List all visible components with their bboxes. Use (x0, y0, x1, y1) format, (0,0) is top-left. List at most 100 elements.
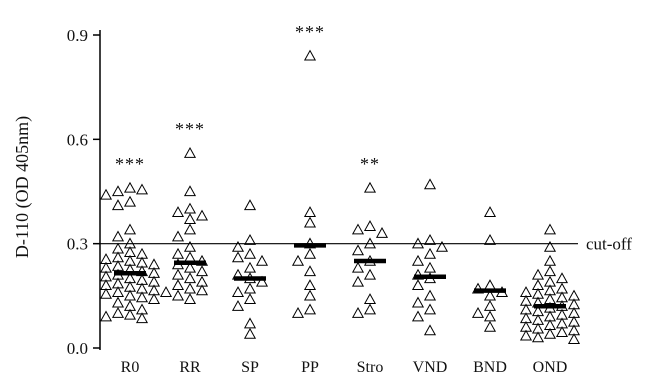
significance-label: ** (360, 154, 380, 174)
x-category-label: PP (301, 359, 319, 376)
data-point-triangle (555, 272, 569, 284)
data-point-triangle (411, 310, 425, 322)
data-point-triangle (171, 247, 185, 259)
data-point-triangle (483, 310, 497, 322)
data-point-triangle (255, 275, 269, 287)
data-point-triangle (171, 289, 185, 301)
data-point-triangle (363, 303, 377, 315)
data-point-triangle (483, 233, 497, 245)
data-point-triangle (111, 230, 125, 242)
data-point-triangle (183, 293, 197, 304)
significance-label: *** (175, 119, 205, 139)
data-point-triangle (171, 268, 185, 280)
data-point-triangle (303, 216, 317, 228)
data-point-triangle (303, 265, 317, 277)
data-point-triangle (519, 329, 533, 341)
data-point-triangle (123, 181, 137, 193)
data-point-triangle (471, 282, 485, 294)
category-labels: R0 RR SP PP Stro VND BND OND (121, 359, 568, 376)
x-category-label: OND (533, 359, 568, 376)
data-point-triangle (567, 333, 581, 344)
data-point-triangle (423, 289, 437, 301)
significance-label: *** (115, 154, 145, 174)
data-point-triangle (363, 181, 377, 193)
data-point-triangle (351, 223, 365, 235)
data-point-triangle (555, 326, 569, 338)
data-point-triangle (183, 202, 197, 214)
y-tick-label: 0.3 (67, 235, 88, 254)
data-point-triangle (303, 206, 317, 218)
data-point-triangle (243, 261, 257, 273)
data-point-triangle (195, 265, 209, 277)
y-ticks: 0.0 0.3 0.6 0.9 (67, 26, 100, 358)
data-point-triangle (183, 213, 197, 224)
data-points (99, 49, 581, 344)
data-point-triangle (411, 254, 425, 266)
data-point-triangle (135, 183, 149, 195)
data-point-triangle (183, 251, 197, 263)
data-point-triangle (195, 254, 209, 266)
significance-labels: *********** (115, 22, 380, 174)
data-point-triangle (531, 268, 545, 280)
data-point-triangle (111, 306, 125, 318)
data-point-triangle (303, 279, 317, 291)
data-point-triangle (351, 261, 365, 273)
data-point-triangle (483, 300, 497, 311)
data-point-triangle (411, 279, 425, 291)
x-category-label: BND (473, 359, 507, 376)
data-point-triangle (147, 293, 161, 304)
data-point-triangle (435, 240, 449, 252)
data-point-triangle (363, 268, 377, 280)
data-point-triangle (123, 223, 137, 235)
data-point-triangle (123, 289, 137, 301)
data-point-triangle (243, 293, 257, 304)
mean-bars (114, 243, 566, 309)
data-point-triangle (531, 331, 545, 343)
data-point-triangle (171, 230, 185, 242)
data-point-triangle (99, 310, 113, 322)
data-point-triangle (183, 147, 197, 158)
data-point-triangle (99, 188, 113, 200)
y-tick-label: 0.6 (67, 130, 88, 149)
data-point-triangle (291, 306, 305, 318)
data-point-triangle (411, 237, 425, 249)
data-point-triangle (291, 254, 305, 266)
x-category-label: R0 (121, 359, 140, 376)
data-point-triangle (471, 306, 485, 318)
data-point-triangle (183, 223, 197, 235)
data-point-triangle (363, 293, 377, 304)
x-category-label: SP (241, 359, 259, 376)
x-category-label: Stro (357, 359, 384, 376)
y-tick-label: 0.9 (67, 26, 88, 45)
cutoff-label: cut-off (586, 235, 632, 254)
data-point-triangle (543, 327, 557, 339)
data-point-triangle (123, 308, 137, 320)
data-point-triangle (231, 286, 245, 298)
data-point-triangle (111, 199, 125, 211)
data-point-triangle (303, 303, 317, 315)
data-point-triangle (351, 275, 365, 287)
data-point-triangle (303, 237, 317, 249)
data-point-triangle (483, 289, 497, 301)
data-point-triangle (231, 251, 245, 263)
data-point-triangle (255, 254, 269, 266)
data-point-triangle (231, 300, 245, 311)
data-point-triangle (543, 254, 557, 266)
data-point-triangle (111, 296, 125, 308)
data-point-triangle (423, 247, 437, 259)
data-point-triangle (195, 209, 209, 221)
data-point-triangle (411, 296, 425, 308)
data-point-triangle (363, 220, 377, 231)
data-point-triangle (123, 195, 137, 207)
data-point-triangle (111, 286, 125, 298)
data-point-triangle (243, 282, 257, 294)
data-point-triangle (543, 240, 557, 252)
data-point-triangle (303, 247, 317, 259)
data-point-triangle (171, 206, 185, 218)
y-tick-label: 0.0 (67, 339, 88, 358)
y-axis-label: D-110 (OD 405nm) (12, 116, 33, 258)
data-point-triangle (183, 261, 197, 273)
data-point-triangle (171, 279, 185, 291)
data-point-triangle (423, 324, 437, 336)
data-point-triangle (303, 289, 317, 301)
